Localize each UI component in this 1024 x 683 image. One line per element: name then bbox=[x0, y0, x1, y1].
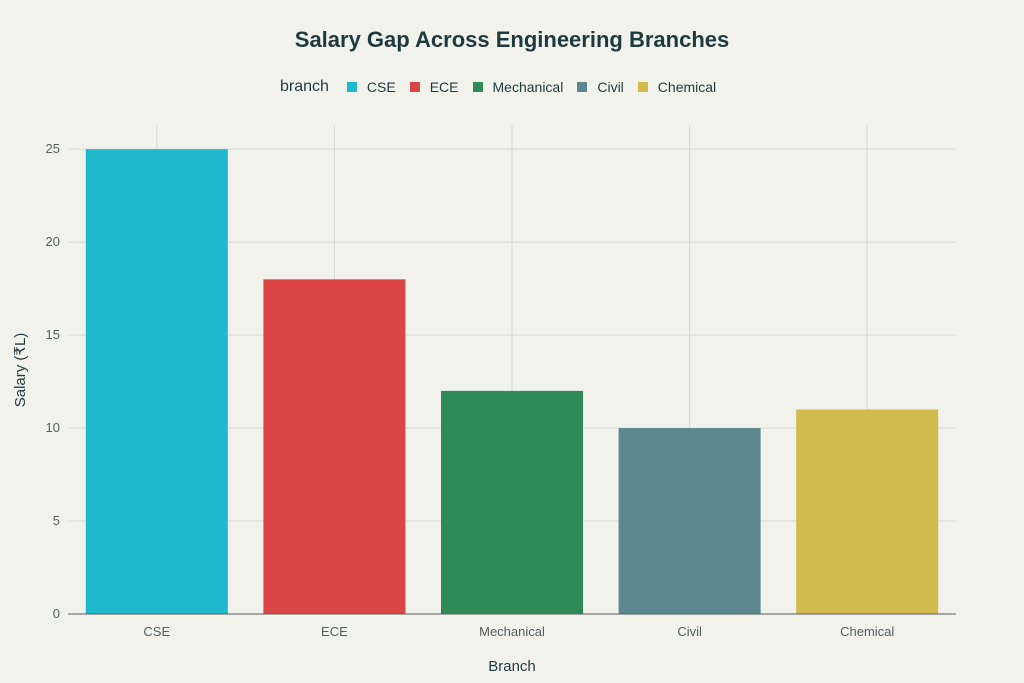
legend-label: ECE bbox=[429, 79, 459, 95]
legend-item[interactable]: CSE bbox=[346, 79, 396, 95]
legend-swatch bbox=[409, 82, 420, 92]
legend: branch CSE ECE Mechanical Civil Chemical bbox=[280, 76, 730, 98]
legend-swatch bbox=[472, 82, 483, 92]
y-tick-label: 0 bbox=[53, 606, 60, 621]
x-tick-label: ECE bbox=[321, 624, 348, 639]
bar-chemical bbox=[796, 409, 939, 614]
y-tick-label: 25 bbox=[46, 141, 60, 156]
legend-item[interactable]: Civil bbox=[577, 79, 624, 95]
x-tick-label: Civil bbox=[677, 624, 702, 639]
y-axis-title: Salary (₹L) bbox=[12, 333, 29, 408]
bars bbox=[85, 149, 939, 615]
bar-civil bbox=[618, 428, 761, 614]
legend-label: Chemical bbox=[657, 79, 717, 95]
bar-ece bbox=[263, 279, 406, 614]
legend-swatch bbox=[577, 82, 588, 92]
legend-item[interactable]: Mechanical bbox=[472, 79, 564, 95]
x-tick-label: Chemical bbox=[840, 624, 894, 639]
legend-label: CSE bbox=[366, 79, 396, 95]
x-axis-title: Branch bbox=[488, 658, 536, 675]
legend-label: Civil bbox=[597, 79, 624, 95]
bar-mechanical bbox=[441, 390, 583, 614]
axes: 0 5 10 15 20 25 CSE ECE Mechanical Civil Chemical bbox=[46, 141, 956, 639]
y-tick-label: 20 bbox=[46, 234, 60, 249]
y-tick-label: 10 bbox=[46, 420, 60, 435]
legend-swatch bbox=[637, 82, 648, 92]
legend-label: Mechanical bbox=[492, 79, 564, 95]
y-tick-label: 5 bbox=[53, 513, 60, 528]
x-tick-label: CSE bbox=[143, 624, 170, 639]
legend-item[interactable]: Chemical bbox=[637, 79, 717, 95]
legend-swatch bbox=[346, 82, 357, 92]
legend-item[interactable]: ECE bbox=[409, 79, 459, 95]
bar-cse bbox=[85, 149, 228, 615]
chart-title: Salary Gap Across Engineering Branches bbox=[294, 27, 730, 52]
x-tick-label: Mechanical bbox=[479, 624, 545, 639]
y-tick-label: 15 bbox=[46, 327, 60, 342]
legend-title: branch bbox=[280, 78, 329, 95]
